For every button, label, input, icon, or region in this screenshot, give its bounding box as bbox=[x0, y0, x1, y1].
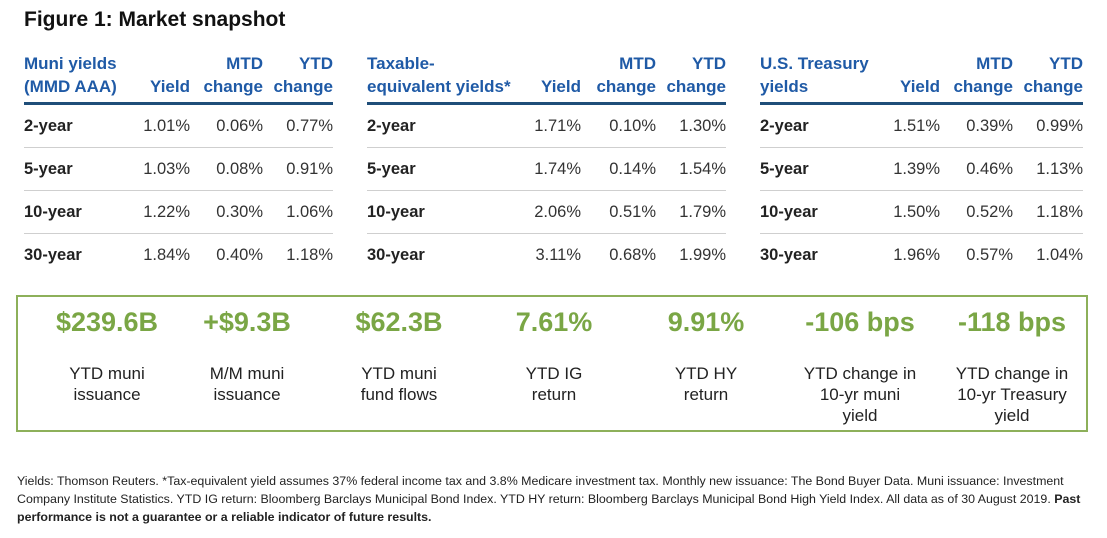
stat-caption: YTD HY return bbox=[674, 364, 738, 404]
cell: 0.99% bbox=[1013, 103, 1083, 148]
stat-value: -118 bps bbox=[957, 307, 1067, 337]
cell: 0.30% bbox=[190, 190, 263, 234]
cell: 0.08% bbox=[190, 147, 263, 191]
cell: 1.96% bbox=[893, 245, 940, 264]
table-row: 2-year 1.71% 0.10% 1.30% bbox=[367, 103, 726, 148]
cell: 2.06% bbox=[527, 190, 581, 234]
row-label: 2-year bbox=[760, 103, 882, 148]
stat-caption: YTD change in 10-yr Treasury yield bbox=[955, 364, 1069, 425]
cell: 0.91% bbox=[263, 147, 333, 191]
treasury-yields-table: U.S. Treasury yields Yield MTD change YTD c… bbox=[760, 52, 1083, 276]
cell: 1.30% bbox=[656, 103, 726, 148]
col-header-mtd: MTD change bbox=[190, 52, 263, 105]
muni-yields-table: Muni yields (MMD AAA) Yield MTD change YTD… bbox=[24, 52, 333, 276]
cell: 1.13% bbox=[1013, 147, 1083, 191]
footnote-disclaimer: Past performance is not a guarantee or a… bbox=[17, 492, 1081, 524]
table-row: 30-year 1.84% 0.40% 1.18% bbox=[24, 234, 333, 277]
cell: 1.04% bbox=[1036, 245, 1083, 264]
cell: 1.84% bbox=[143, 245, 190, 264]
cell: 3.11% bbox=[535, 245, 581, 264]
stat-caption: YTD muni issuance bbox=[69, 364, 145, 404]
table-row: 10-year 1.50% 0.52% 1.18% bbox=[760, 190, 1083, 234]
cell: 0.10% bbox=[581, 103, 656, 148]
cell: 1.18% bbox=[286, 245, 333, 264]
row-label: 5-year bbox=[24, 147, 136, 191]
col-header-yield: Yield bbox=[136, 52, 190, 105]
col-header-ytd: YTD change bbox=[1013, 52, 1083, 105]
cell: 1.18% bbox=[1013, 190, 1083, 234]
stat-value: $62.3B bbox=[355, 307, 443, 337]
col-header-mtd: MTD change bbox=[940, 52, 1013, 105]
stats-panel: $239.6B YTD muni issuance +$9.3B M/M muni… bbox=[16, 295, 1088, 432]
row-label: 10-year bbox=[24, 190, 136, 234]
cell: 1.01% bbox=[136, 103, 190, 148]
cell: 0.46% bbox=[940, 147, 1013, 191]
stat-value: 7.61% bbox=[515, 307, 593, 337]
stat-value: +$9.3B bbox=[203, 307, 291, 337]
table-row: 2-year 1.51% 0.39% 0.99% bbox=[760, 103, 1083, 148]
row-label: 2-year bbox=[367, 103, 527, 148]
col-header-label: Muni yields (MMD AAA) bbox=[24, 52, 136, 105]
footnote-text: Yields: Thomson Reuters. *Tax-equivalent… bbox=[17, 474, 1064, 506]
cell: 0.57% bbox=[966, 245, 1013, 264]
row-label: 5-year bbox=[367, 147, 527, 191]
cell: 0.40% bbox=[216, 245, 263, 264]
col-header-yield: Yield bbox=[882, 52, 940, 105]
stat-caption: YTD IG return bbox=[525, 364, 583, 404]
row-label: 30-year bbox=[24, 245, 82, 264]
table-row: 30-year 1.96% 0.57% 1.04% bbox=[760, 234, 1083, 277]
col-header-label: Taxable-equivalent yields* bbox=[367, 52, 527, 105]
cell: 1.54% bbox=[656, 147, 726, 191]
cell: 0.51% bbox=[581, 190, 656, 234]
table-row: 30-year 3.11% 0.68% 1.99% bbox=[367, 234, 726, 277]
row-label: 5-year bbox=[760, 147, 882, 191]
cell: 1.50% bbox=[882, 190, 940, 234]
cell: 1.06% bbox=[263, 190, 333, 234]
taxable-equivalent-yields-table: Taxable-equivalent yields* Yield MTD chan… bbox=[367, 52, 726, 276]
cell: 1.51% bbox=[882, 103, 940, 148]
table-row: 10-year 1.22% 0.30% 1.06% bbox=[24, 190, 333, 234]
cell: 1.71% bbox=[527, 103, 581, 148]
row-label: 2-year bbox=[24, 103, 136, 148]
table-row: 2-year 1.01% 0.06% 0.77% bbox=[24, 103, 333, 148]
table-row: 5-year 1.39% 0.46% 1.13% bbox=[760, 147, 1083, 191]
cell: 0.14% bbox=[581, 147, 656, 191]
cell: 0.68% bbox=[609, 245, 656, 264]
stat-value: -106 bps bbox=[805, 307, 915, 337]
col-header-label: U.S. Treasury yields bbox=[760, 52, 882, 105]
stat-value: $239.6B bbox=[55, 307, 159, 337]
cell: 1.79% bbox=[656, 190, 726, 234]
cell: 0.39% bbox=[940, 103, 1013, 148]
stat-caption: M/M muni issuance bbox=[209, 364, 285, 404]
cell: 1.03% bbox=[136, 147, 190, 191]
cell: 0.06% bbox=[190, 103, 263, 148]
cell: 1.74% bbox=[527, 147, 581, 191]
row-label: 30-year bbox=[760, 245, 818, 264]
col-header-mtd: MTD change bbox=[581, 52, 656, 105]
stat-value: 9.91% bbox=[667, 307, 745, 337]
cell: 0.52% bbox=[940, 190, 1013, 234]
col-header-ytd: YTD change bbox=[263, 52, 333, 105]
table-row: 5-year 1.74% 0.14% 1.54% bbox=[367, 147, 726, 191]
stat-caption: YTD muni fund flows bbox=[360, 364, 438, 404]
cell: 1.99% bbox=[679, 245, 726, 264]
row-label: 10-year bbox=[760, 190, 882, 234]
cell: 0.77% bbox=[263, 103, 333, 148]
table-row: 10-year 2.06% 0.51% 1.79% bbox=[367, 190, 726, 234]
row-label: 30-year bbox=[367, 245, 425, 264]
cell: 1.39% bbox=[882, 147, 940, 191]
cell: 1.22% bbox=[136, 190, 190, 234]
stat-caption: YTD change in 10-yr muni yield bbox=[803, 364, 917, 425]
col-header-ytd: YTD change bbox=[656, 52, 726, 105]
table-row: 5-year 1.03% 0.08% 0.91% bbox=[24, 147, 333, 191]
row-label: 10-year bbox=[367, 190, 527, 234]
col-header-yield: Yield bbox=[527, 52, 581, 105]
figure-title: Figure 1: Market snapshot bbox=[24, 8, 286, 31]
footnote: Yields: Thomson Reuters. *Tax-equivalent… bbox=[17, 472, 1092, 526]
